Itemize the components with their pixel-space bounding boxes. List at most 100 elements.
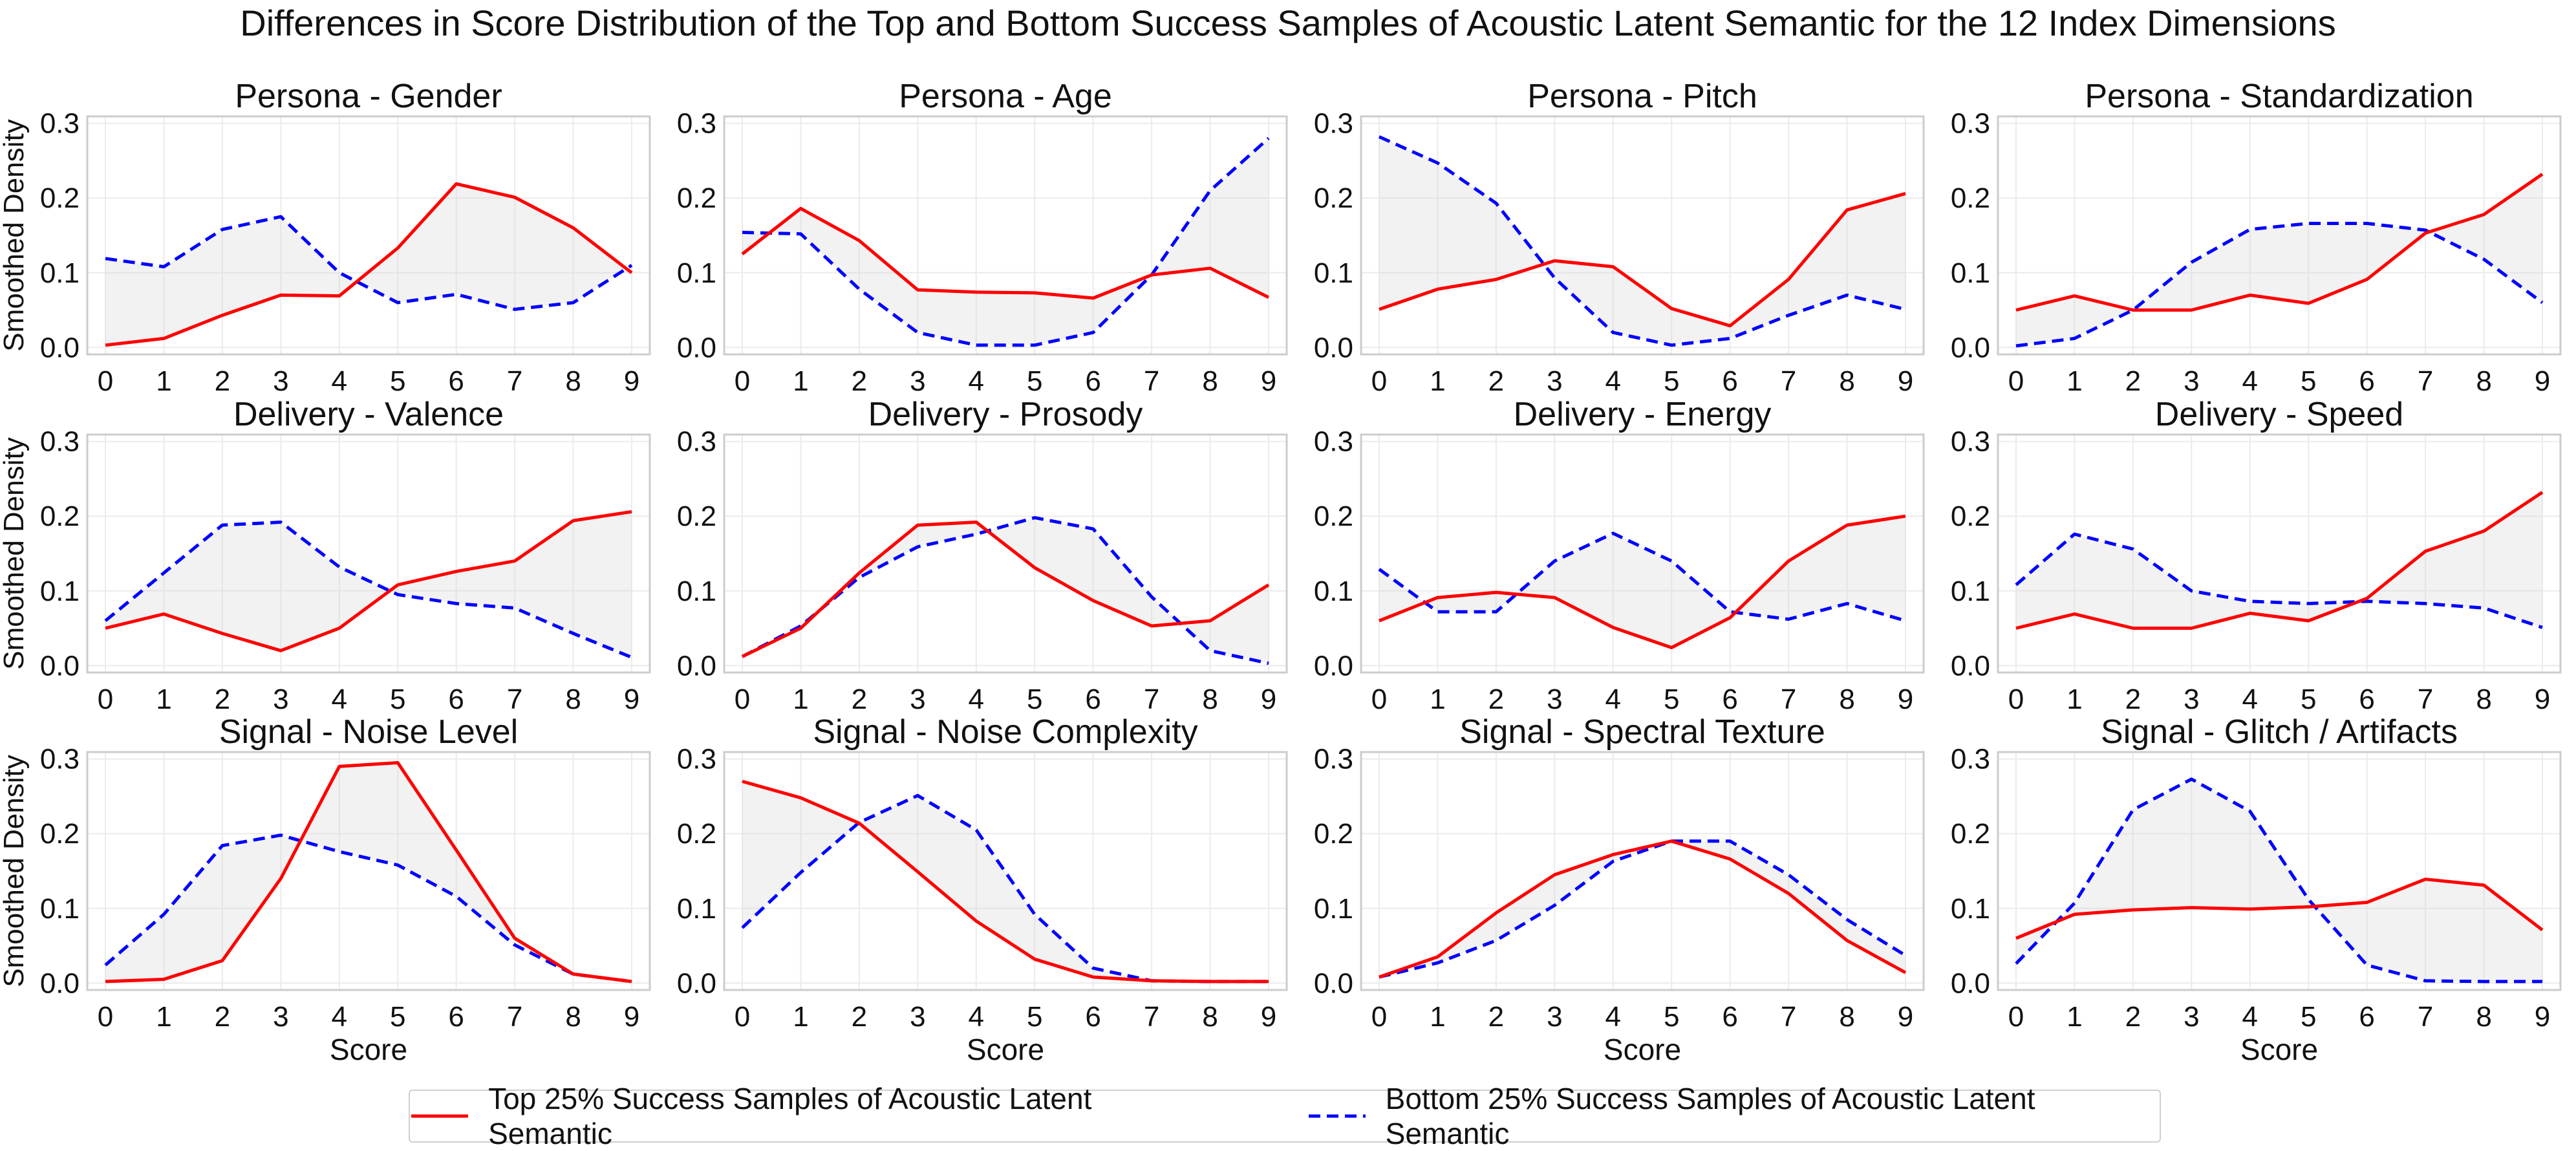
y-tick-label: 0.1 [1951,257,1990,289]
y-tick-label: 0.3 [677,108,716,140]
x-tick-label: 1 [1430,365,1445,397]
subplot-title: Persona - Pitch [1527,78,1757,115]
subplot-title: Delivery - Valence [233,396,504,433]
x-tick-label: 9 [2535,683,2550,715]
x-tick-label: 2 [2125,1001,2141,1033]
x-tick-label: 3 [273,683,288,715]
x-tick-label: 0 [2008,365,2024,397]
subplot-title: Signal - Noise Level [219,713,518,751]
x-tick-label: 4 [2242,683,2258,715]
y-tick-label: 0.1 [1951,576,1990,607]
y-tick-label: 0.3 [40,744,80,775]
x-tick-label: 0 [1371,1001,1387,1033]
y-axis-label: Smoothed Density [0,119,30,352]
subplot-title: Signal - Spectral Texture [1459,713,1825,751]
x-tick-label: 8 [1202,365,1218,397]
subplot-title: Signal - Glitch / Artifacts [2101,713,2458,751]
x-tick-label: 4 [2242,365,2258,397]
y-tick-label: 0.1 [40,257,80,289]
x-tick-label: 5 [2301,1001,2316,1033]
x-tick-label: 4 [332,1001,347,1033]
x-tick-label: 7 [2418,365,2433,397]
legend-label-bottom: Bottom 25% Success Samples of Acoustic L… [1386,1081,2160,1151]
x-tick-label: 8 [1839,1001,1854,1033]
x-tick-label: 8 [2476,365,2491,397]
y-tick-label: 0.1 [1314,257,1353,289]
x-tick-label: 5 [2301,683,2316,715]
plot-area [724,752,1287,990]
x-tick-label: 3 [1547,1001,1562,1033]
x-tick-label: 6 [448,1001,464,1033]
x-tick-label: 1 [1430,1001,1445,1033]
x-tick-label: 8 [1202,683,1218,715]
y-tick-label: 0.3 [1314,108,1353,140]
x-tick-label: 2 [1488,683,1504,715]
y-tick-label: 0.3 [40,108,80,140]
y-tick-label: 0.0 [1314,967,1353,999]
y-tick-label: 0.0 [40,967,80,999]
legend-item-bottom: Bottom 25% Success Samples of Acoustic L… [1307,1081,2160,1151]
x-tick-label: 4 [332,365,347,397]
legend-label-top: Top 25% Success Samples of Acoustic Late… [488,1081,1216,1151]
x-tick-label: 1 [156,365,171,397]
x-tick-label: 8 [1202,1001,1218,1033]
x-tick-label: 6 [448,683,464,715]
legend-swatch-bottom [1307,1110,1366,1123]
y-tick-label: 0.3 [1314,426,1353,458]
x-tick-label: 2 [215,1001,230,1033]
y-axis-label: Smoothed Density [0,437,30,670]
subplot-title: Delivery - Speed [2155,396,2403,433]
y-tick-label: 0.1 [677,576,716,607]
y-tick-label: 0.0 [40,650,80,682]
y-tick-label: 0.0 [677,967,716,999]
x-tick-label: 4 [969,1001,984,1033]
y-tick-label: 0.1 [1314,893,1353,925]
x-tick-label: 8 [2476,683,2491,715]
x-tick-label: 9 [1898,365,1913,397]
y-tick-label: 0.0 [677,332,716,363]
y-tick-label: 0.2 [677,818,716,850]
x-tick-label: 4 [1605,365,1621,397]
x-tick-label: 1 [156,1001,171,1033]
x-tick-label: 9 [2535,1001,2550,1033]
x-tick-label: 2 [852,365,867,397]
y-tick-label: 0.2 [1951,500,1990,532]
x-tick-label: 7 [507,365,522,397]
x-tick-label: 5 [390,365,405,397]
x-tick-label: 5 [1664,1001,1679,1033]
x-tick-label: 8 [1839,683,1854,715]
x-axis-label: Score [2240,1033,2318,1066]
y-tick-label: 0.3 [1951,108,1990,140]
x-tick-label: 2 [852,1001,867,1033]
x-axis-label: Score [330,1033,407,1066]
x-tick-label: 8 [1839,365,1854,397]
x-tick-label: 1 [793,365,808,397]
x-tick-label: 9 [624,1001,639,1033]
y-tick-label: 0.0 [1951,967,1990,999]
x-tick-label: 8 [565,1001,581,1033]
x-tick-label: 5 [390,1001,405,1033]
legend-item-top: Top 25% Success Samples of Acoustic Late… [410,1081,1217,1151]
x-tick-label: 4 [1605,683,1621,715]
x-tick-label: 3 [910,365,925,397]
x-tick-label: 0 [2008,683,2024,715]
x-tick-label: 6 [1722,683,1737,715]
x-tick-label: 6 [1722,1001,1737,1033]
y-tick-label: 0.2 [1314,182,1353,214]
x-tick-label: 3 [1547,683,1562,715]
x-tick-label: 6 [1085,683,1100,715]
y-tick-label: 0.2 [40,182,80,214]
x-tick-label: 9 [624,683,639,715]
y-axis-label: Smoothed Density [0,755,30,987]
x-tick-label: 2 [215,683,230,715]
x-tick-label: 3 [910,683,925,715]
x-tick-label: 2 [1488,365,1504,397]
x-tick-label: 9 [1261,683,1276,715]
x-tick-label: 0 [1371,683,1387,715]
x-axis-label: Score [967,1033,1044,1066]
x-tick-label: 5 [2301,365,2316,397]
